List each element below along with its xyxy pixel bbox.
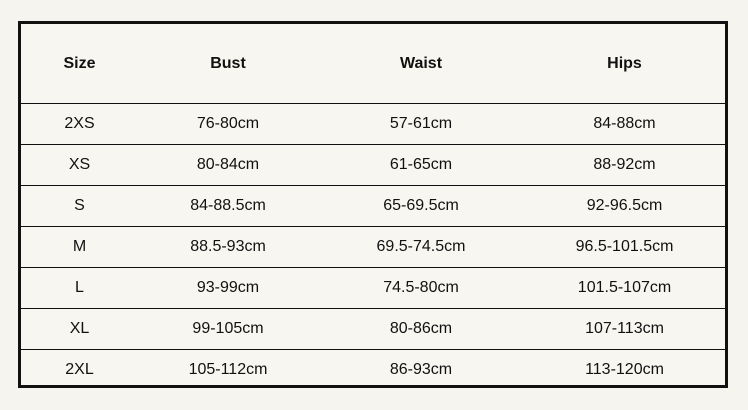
table-cell: 107-113cm	[524, 308, 725, 350]
table-cell: 80-86cm	[318, 308, 524, 350]
table-cell: 61-65cm	[318, 144, 524, 186]
table-cell: XS	[21, 144, 138, 186]
table-cell: 99-105cm	[138, 308, 318, 350]
header-row: Size Bust Waist Hips	[21, 24, 725, 104]
table-row: L 93-99cm 74.5-80cm 101.5-107cm	[21, 267, 725, 309]
table-cell: M	[21, 226, 138, 268]
header-cell: Hips	[524, 24, 725, 104]
table-cell: 88.5-93cm	[138, 226, 318, 268]
header-cell: Bust	[138, 24, 318, 104]
table-cell: 101.5-107cm	[524, 267, 725, 309]
table-cell: 74.5-80cm	[318, 267, 524, 309]
table-cell: L	[21, 267, 138, 309]
table-cell: 57-61cm	[318, 103, 524, 145]
table-cell: 69.5-74.5cm	[318, 226, 524, 268]
table-cell: 105-112cm	[188, 361, 268, 378]
table-cell: 113-120cm	[585, 361, 664, 378]
table-cell: 65-69.5cm	[318, 185, 524, 227]
table-cell: 2XL	[65, 361, 94, 378]
table-row: M 88.5-93cm 69.5-74.5cm 96.5-101.5cm	[21, 226, 725, 268]
table-row: S 84-88.5cm 65-69.5cm 92-96.5cm	[21, 185, 725, 227]
table-cell: S	[21, 185, 138, 227]
table-cell: 93-99cm	[138, 267, 318, 309]
table-cell: 84-88cm	[524, 103, 725, 145]
table-cell: 76-80cm	[138, 103, 318, 145]
table-row: 2XS 76-80cm 57-61cm 84-88cm	[21, 103, 725, 145]
table-row: 2XL 105-112cm 86-93cm 113-120cm	[21, 350, 725, 391]
table-cell: 96.5-101.5cm	[524, 226, 725, 268]
table-row: XS 80-84cm 61-65cm 88-92cm	[21, 144, 725, 186]
header-cell: Size	[21, 24, 138, 104]
table-cell: XL	[21, 308, 138, 350]
table-cell: 80-84cm	[138, 144, 318, 186]
table-cell: 86-93cm	[389, 361, 453, 378]
table-row: XL 99-105cm 80-86cm 107-113cm	[21, 308, 725, 350]
table-cell: 88-92cm	[524, 144, 725, 186]
table-cell: 84-88.5cm	[138, 185, 318, 227]
size-table-frame: Size Bust Waist Hips 2XS 76-80cm 57-61cm 84-88…	[18, 21, 728, 388]
table-cell: 92-96.5cm	[524, 185, 725, 227]
size-table: Size Bust Waist Hips 2XS 76-80cm 57-61cm 84-88…	[21, 24, 725, 390]
table-cell: 2XS	[21, 103, 138, 145]
header-cell: Waist	[318, 24, 524, 104]
